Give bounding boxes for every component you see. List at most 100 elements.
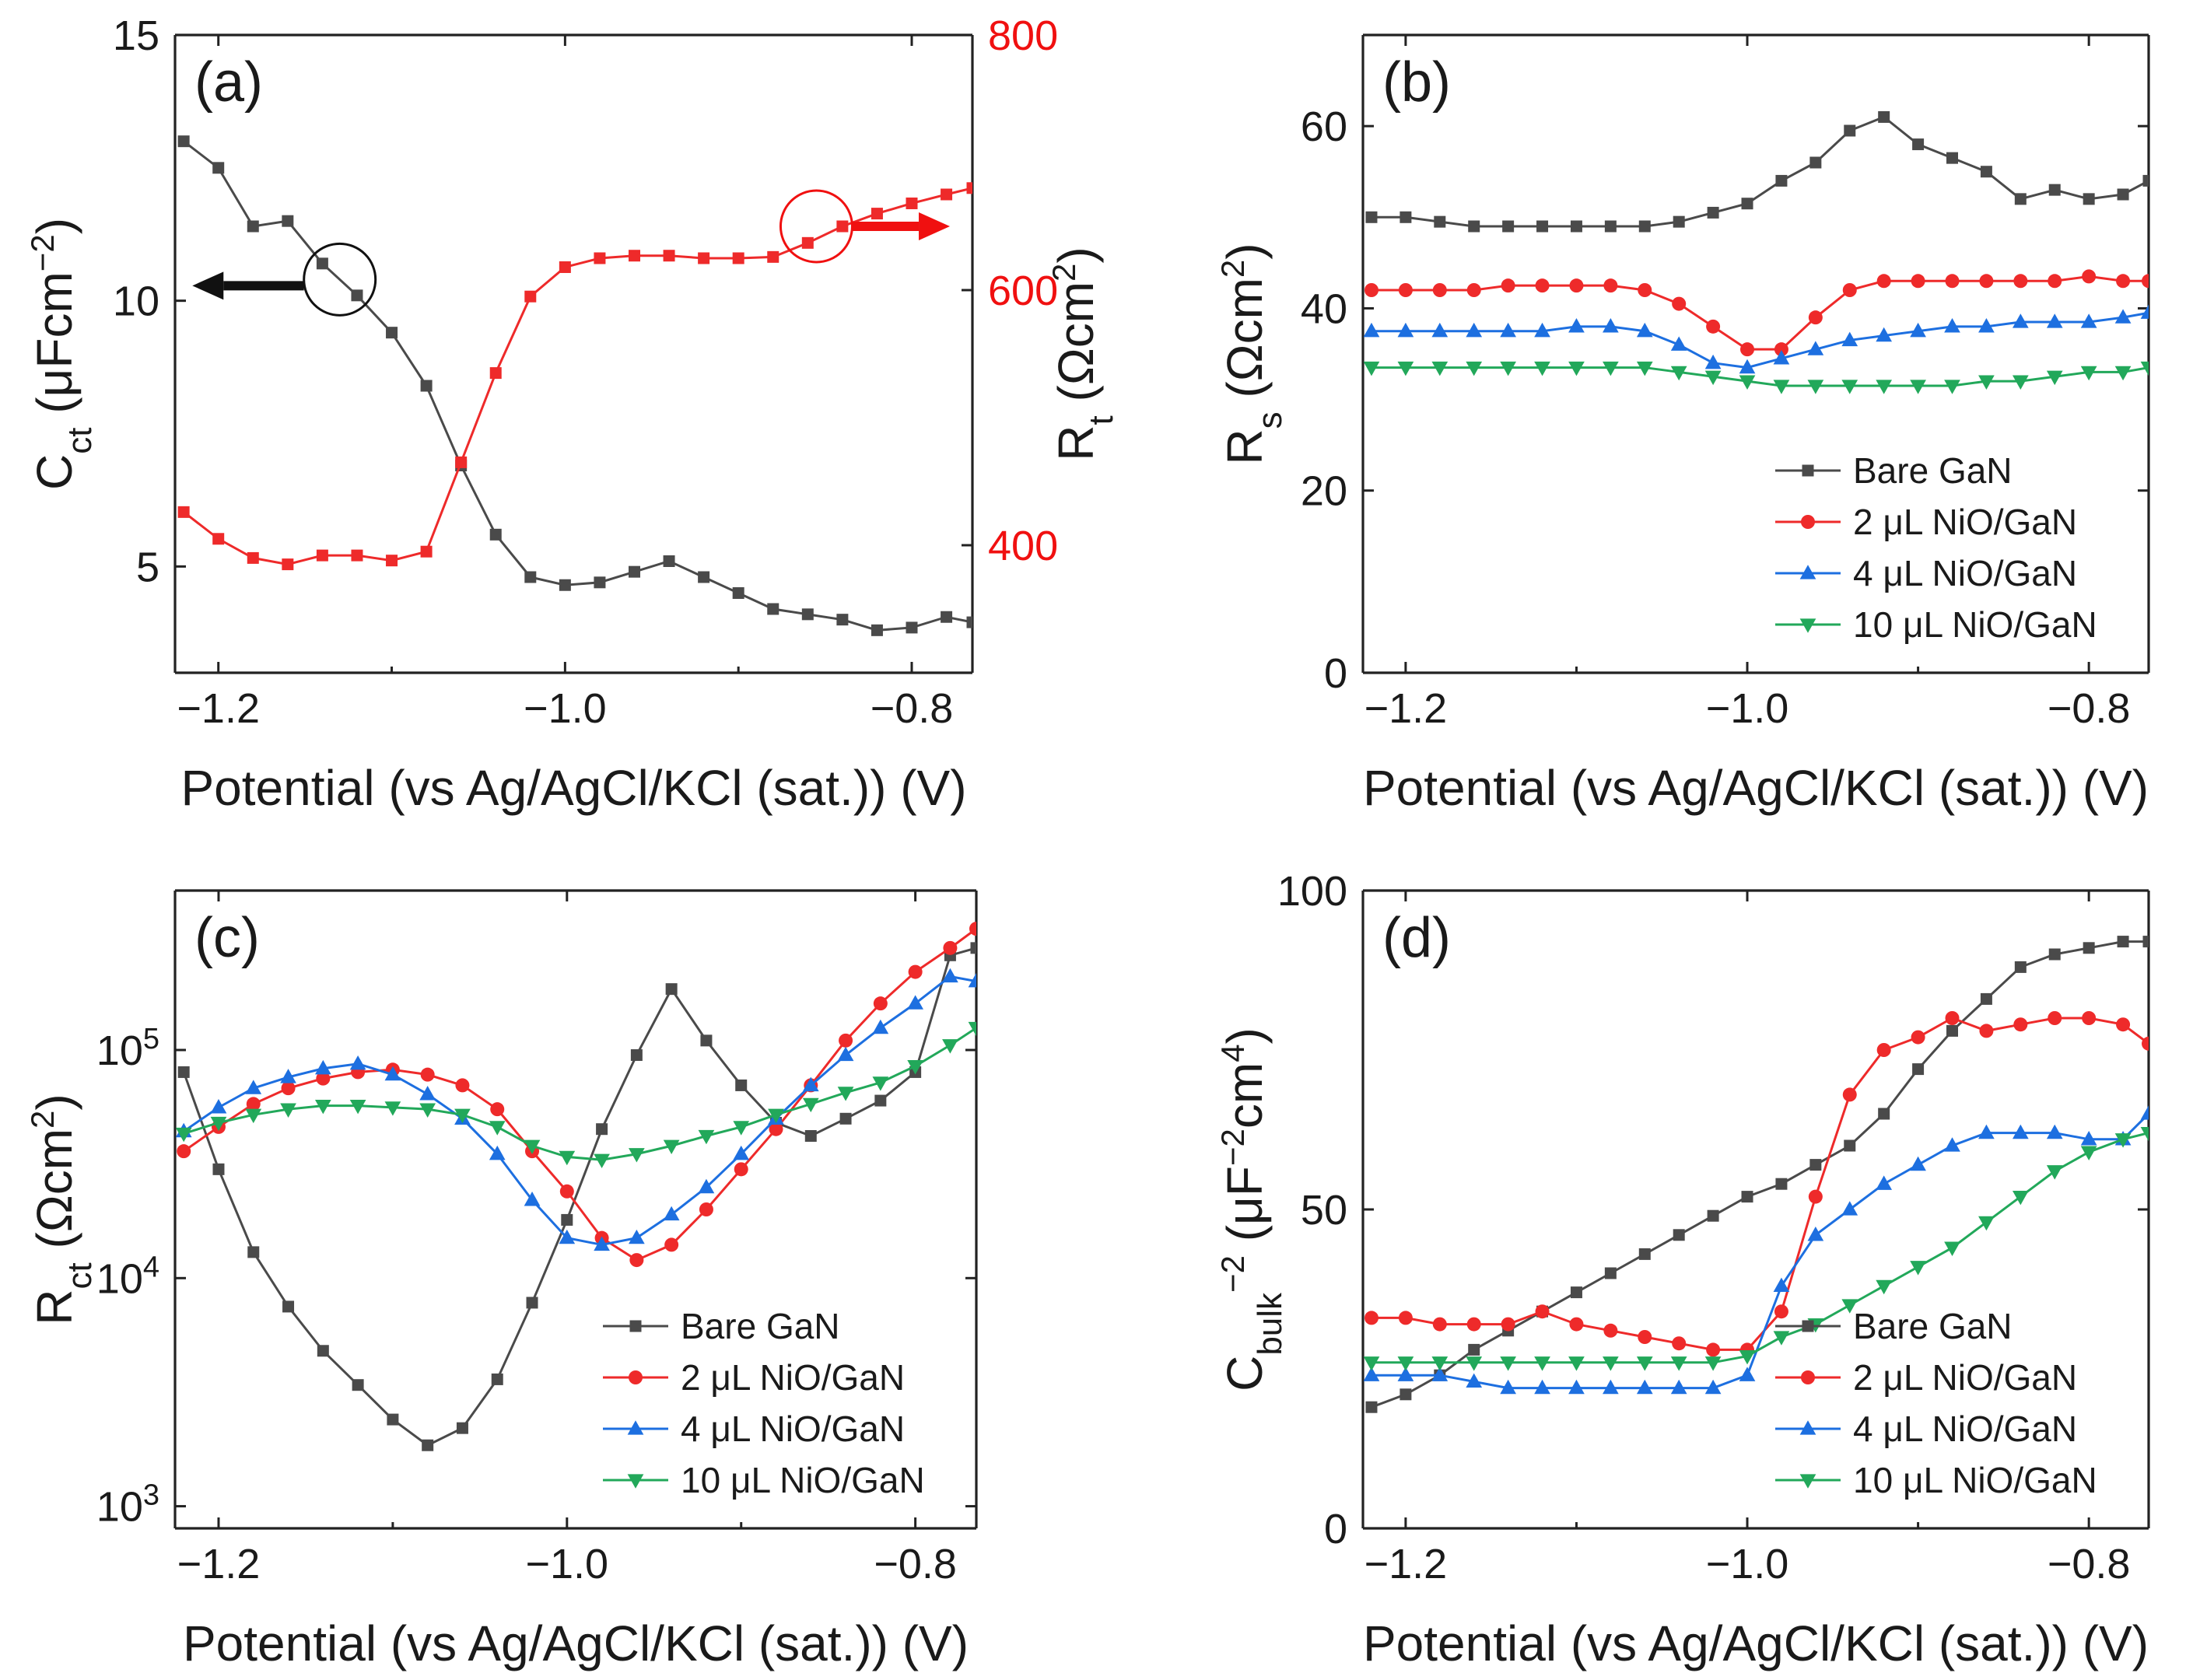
ylabel-unit: (Ωcm bbox=[1048, 282, 1104, 415]
ylabel-close: ) bbox=[26, 218, 82, 234]
legend-marker bbox=[629, 1370, 643, 1384]
y-tick-label: 105 bbox=[96, 1023, 159, 1074]
series-line bbox=[183, 187, 972, 566]
data-point bbox=[873, 996, 888, 1011]
series-line bbox=[183, 975, 976, 1246]
ylabel-sup: 2 bbox=[1214, 260, 1251, 278]
data-point bbox=[351, 289, 363, 302]
y-tick-label: 0 bbox=[1324, 650, 1347, 697]
right-arrow-head bbox=[919, 212, 951, 240]
data-point bbox=[1603, 361, 1619, 376]
data-point bbox=[1673, 1229, 1685, 1241]
y-tick-label: 104 bbox=[96, 1251, 159, 1302]
data-point bbox=[1704, 354, 1722, 369]
data-point bbox=[561, 1213, 573, 1226]
plot-area bbox=[1363, 936, 2149, 1413]
data-point bbox=[1636, 361, 1653, 376]
data-point bbox=[526, 1297, 538, 1309]
data-point bbox=[1431, 1356, 1449, 1371]
data-point bbox=[906, 621, 918, 634]
data-point bbox=[1466, 322, 1483, 338]
data-point bbox=[1363, 1356, 1380, 1371]
legend-marker bbox=[1801, 1370, 1815, 1384]
ylabel-close: ) bbox=[1048, 247, 1104, 263]
ylabel-close: ) bbox=[1217, 243, 1273, 259]
y-tick-label: 20 bbox=[1301, 468, 1347, 515]
data-point bbox=[282, 215, 294, 227]
series-10-l-nio-gan bbox=[175, 1021, 976, 1169]
data-point bbox=[2142, 174, 2149, 187]
data-point bbox=[1670, 1356, 1687, 1371]
series-10-l-nio-gan bbox=[1363, 361, 2149, 394]
left-arrow-head bbox=[192, 271, 224, 300]
series-4-l-nio-gan bbox=[1363, 1105, 2149, 1395]
legend-label: 4 μL NiO/GaN bbox=[1853, 553, 2077, 593]
data-point bbox=[489, 528, 502, 541]
data-point bbox=[1706, 319, 1721, 334]
y-tick-label: 40 bbox=[1301, 285, 1347, 332]
data-point bbox=[1536, 220, 1549, 233]
data-point bbox=[942, 1039, 958, 1054]
data-point bbox=[594, 1236, 610, 1251]
data-point bbox=[2012, 313, 2029, 328]
data-point bbox=[489, 367, 502, 380]
series-line bbox=[1371, 311, 2149, 369]
data-point bbox=[1397, 361, 1414, 376]
series-line bbox=[1371, 1132, 2149, 1364]
data-point bbox=[1397, 1356, 1414, 1371]
data-point bbox=[1978, 1216, 1995, 1231]
data-point bbox=[969, 922, 976, 936]
data-point bbox=[1466, 361, 1483, 376]
ylabel-main: R bbox=[1217, 429, 1273, 464]
tick-base: 10 bbox=[96, 1484, 143, 1531]
ylabel-sup: −2 bbox=[1214, 1255, 1251, 1293]
data-point bbox=[454, 1108, 471, 1124]
y-tick-label: 10 bbox=[113, 278, 159, 325]
data-point bbox=[1739, 1367, 1756, 1381]
ylabel-sub: ct bbox=[61, 428, 99, 454]
data-point bbox=[1468, 1343, 1480, 1356]
data-point bbox=[1807, 380, 1824, 394]
data-point bbox=[420, 545, 433, 558]
legend-label: 4 μL NiO/GaN bbox=[681, 1409, 905, 1449]
data-point bbox=[1570, 220, 1582, 233]
data-point bbox=[1364, 1311, 1379, 1325]
data-point bbox=[1534, 1379, 1550, 1395]
ylabel-sup: 4 bbox=[1214, 1044, 1251, 1062]
data-point bbox=[2140, 304, 2149, 319]
y2-tick-label: 800 bbox=[988, 12, 1058, 59]
ylabel-sup: 2 bbox=[1046, 264, 1082, 282]
data-point bbox=[1978, 1124, 1995, 1139]
annotation-circle-black bbox=[303, 242, 377, 317]
data-point bbox=[968, 972, 976, 988]
data-point bbox=[1534, 322, 1550, 338]
data-point bbox=[1501, 278, 1515, 293]
data-point bbox=[1434, 215, 1446, 228]
data-point bbox=[1604, 1267, 1617, 1279]
legend-label: 2 μL NiO/GaN bbox=[1853, 502, 2077, 542]
data-point bbox=[802, 1076, 819, 1092]
ylabel-close: ) bbox=[26, 1094, 82, 1110]
data-point bbox=[2046, 1124, 2063, 1139]
data-point bbox=[698, 252, 710, 264]
ylabel-main: R bbox=[1048, 425, 1104, 460]
data-point bbox=[1774, 1304, 1788, 1319]
data-point bbox=[1500, 361, 1516, 376]
data-point bbox=[663, 1206, 680, 1221]
data-point bbox=[524, 1192, 541, 1206]
data-point bbox=[1603, 278, 1618, 293]
data-point bbox=[874, 1094, 887, 1107]
data-point bbox=[1741, 198, 1753, 210]
data-point bbox=[1842, 283, 1857, 297]
data-point bbox=[559, 261, 571, 273]
legend-label: 10 μL NiO/GaN bbox=[681, 1460, 925, 1500]
x-tick-label: −1.0 bbox=[524, 685, 607, 732]
data-point bbox=[1570, 1286, 1582, 1299]
data-point bbox=[2083, 193, 2095, 205]
data-point bbox=[836, 220, 849, 233]
data-point bbox=[732, 252, 744, 264]
data-point bbox=[1704, 1356, 1722, 1371]
data-point bbox=[247, 1246, 260, 1258]
data-point bbox=[1739, 375, 1756, 390]
data-point bbox=[2114, 366, 2132, 381]
